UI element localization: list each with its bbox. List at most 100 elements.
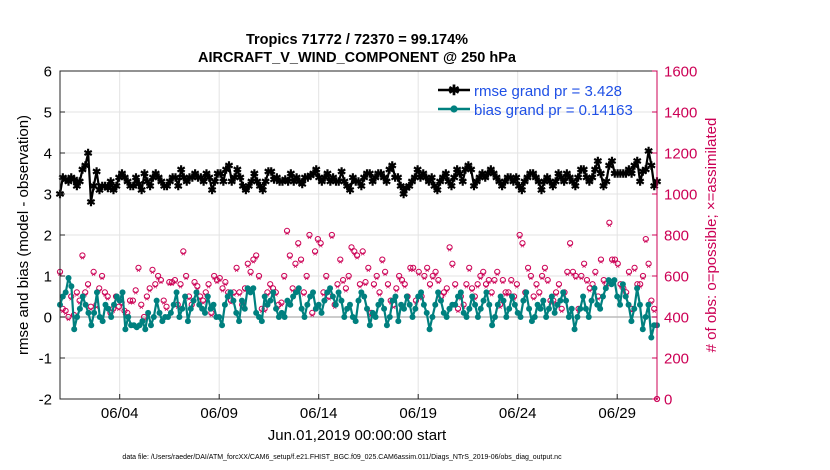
obs-assimilated-point: × — [352, 249, 357, 258]
obs-possible-point — [143, 293, 150, 300]
obs-assimilated-point: × — [341, 278, 346, 287]
bias-point — [477, 305, 484, 312]
obs-possible-point — [379, 256, 386, 263]
bias-point — [122, 326, 129, 333]
chart-title-line1: Tropics 71772 / 72370 = 99.174% — [246, 32, 468, 48]
obs-assimilated-point: × — [293, 262, 298, 271]
bias-point — [597, 305, 604, 312]
obs-assimilated-point: × — [296, 241, 301, 250]
rmse-point: ✱ — [607, 156, 616, 168]
obs-assimilated-point: × — [220, 286, 225, 295]
rmse-point: ✱ — [326, 177, 335, 189]
rmse-point: ✱ — [261, 177, 270, 189]
rmse-point: ✱ — [323, 169, 332, 181]
obs-possible-point — [309, 309, 316, 316]
bias-point — [295, 285, 302, 292]
obs-assimilated-point: × — [273, 290, 278, 299]
bias-point — [355, 297, 362, 304]
obs-assimilated-point: × — [501, 278, 506, 287]
bias-point — [145, 309, 152, 316]
rmse-point: ✱ — [483, 169, 492, 181]
bias-point — [523, 289, 530, 296]
rmse-point: ✱ — [258, 185, 267, 197]
obs-possible-point — [466, 264, 473, 271]
rmse-point: ✱ — [534, 177, 543, 189]
obs-possible-point — [505, 289, 512, 296]
rmse-point: ✱ — [283, 177, 292, 189]
obs-assimilated-point: × — [456, 307, 461, 316]
bias-point — [420, 301, 427, 308]
rmse-point: ✱ — [551, 177, 560, 189]
obs-possible-point — [295, 240, 302, 247]
obs-possible-point — [398, 277, 406, 284]
obs-assimilated-point: × — [366, 266, 371, 275]
obs-possible-point — [62, 307, 69, 314]
rmse-point: ✱ — [452, 164, 461, 176]
obs-assimilated-point: × — [145, 295, 150, 304]
rmse-point: ✱ — [312, 164, 321, 176]
obs-possible-point — [645, 260, 652, 267]
rmse-point: ✱ — [112, 181, 121, 193]
bias-point — [62, 289, 69, 296]
bias-point — [88, 322, 95, 329]
rmse-point: ✱ — [81, 160, 90, 172]
x-tick-label: 06/04 — [101, 405, 139, 422]
bias-point — [625, 301, 632, 308]
bias-point — [472, 301, 479, 308]
obs-assimilated-point: × — [534, 282, 539, 291]
bias-point — [236, 318, 243, 325]
rmse-point: ✱ — [103, 183, 112, 195]
obs-possible-point — [171, 277, 179, 284]
obs-assimilated-point: × — [515, 282, 520, 291]
obs-possible-point — [281, 272, 288, 280]
bias-point — [170, 301, 177, 308]
obs-assimilated-point: × — [601, 278, 606, 287]
rmse-point: ✱ — [596, 169, 605, 181]
bias-point — [142, 326, 149, 333]
obs-possible-point — [648, 297, 655, 304]
obs-assimilated-point: × — [638, 282, 643, 291]
obs-possible-point — [611, 256, 619, 263]
obs-possible-point — [452, 281, 459, 288]
rmse-point: ✱ — [86, 197, 95, 209]
x-tick-label: 06/19 — [399, 405, 437, 422]
obs-assimilated-point: × — [310, 311, 315, 320]
obs-assimilated-point: × — [128, 299, 133, 308]
obs-possible-point — [407, 264, 414, 271]
bias-point — [335, 289, 342, 296]
bias-point — [204, 293, 211, 300]
bias-point — [580, 293, 587, 300]
obs-assimilated-point: × — [579, 274, 584, 283]
obs-assimilated-point: × — [442, 290, 447, 299]
obs-possible-point — [415, 268, 422, 275]
rmse-point: ✱ — [362, 169, 371, 181]
obs-assimilated-point: × — [486, 278, 491, 287]
rmse-point: ✱ — [500, 177, 509, 189]
legend-bias-label: bias grand pr = 0.14163 — [474, 102, 633, 119]
obs-possible-point — [401, 281, 408, 288]
obs-assimilated-point: × — [618, 282, 623, 291]
rmse-point: ✱ — [478, 169, 487, 181]
bias-point — [403, 293, 410, 300]
obs-possible-point — [449, 260, 456, 267]
bias-point — [366, 322, 373, 329]
rmse-point: ✱ — [345, 185, 354, 197]
obs-assimilated-point: × — [307, 233, 312, 242]
rmse-point: ✱ — [430, 181, 439, 193]
bias-point — [193, 289, 200, 296]
rmse-point: ✱ — [619, 169, 628, 181]
obs-assimilated-point: × — [324, 274, 329, 283]
rmse-point: ✱ — [450, 173, 459, 185]
rmse-point: ✱ — [421, 173, 430, 185]
obs-assimilated-point: × — [585, 278, 590, 287]
obs-possible-point — [499, 277, 506, 284]
rmse-point: ✱ — [424, 177, 433, 189]
bias-point — [267, 297, 274, 304]
bias-point — [622, 293, 629, 300]
obs-assimilated-point: × — [450, 262, 455, 271]
obs-assimilated-point: × — [512, 295, 517, 304]
obs-assimilated-point: × — [433, 270, 438, 279]
rmse-point: ✱ — [405, 181, 414, 193]
obs-possible-point — [421, 272, 428, 280]
rmse-point: ✱ — [489, 169, 498, 181]
